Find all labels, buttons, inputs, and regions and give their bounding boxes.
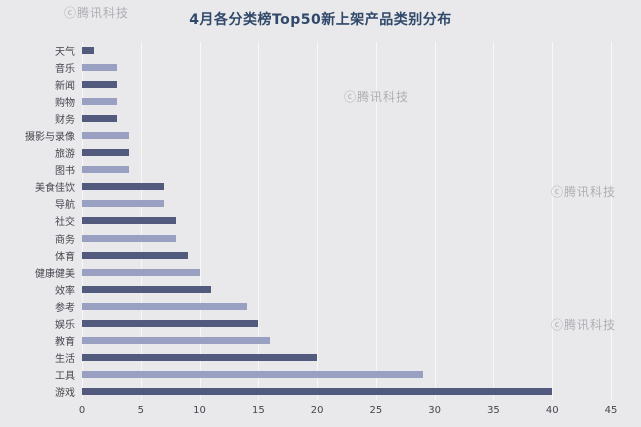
gridline: [552, 42, 554, 400]
x-axis: 0 5 10 15 20 25 30 35 40 45: [78, 400, 618, 422]
gridline: [258, 42, 260, 400]
x-tick-label: 0: [78, 405, 86, 416]
bar-row: [82, 298, 611, 315]
gridline: [434, 42, 436, 400]
y-axis-label: 导航: [55, 200, 75, 212]
y-axis-label: 图书: [55, 166, 75, 178]
bar: [82, 353, 318, 361]
bar-row: [82, 366, 611, 383]
bar-row: [82, 93, 611, 110]
x-tick-label: 20: [310, 405, 324, 416]
y-axis-label: 天气: [55, 47, 75, 59]
gridline: [611, 42, 612, 400]
bar: [82, 81, 118, 89]
plot-area: 0 5 10 15 20 25 30 35 40 45: [79, 42, 617, 416]
y-axis-label: 新闻: [55, 81, 75, 93]
bar-row: [82, 144, 611, 161]
y-axis-label: 游戏: [55, 387, 75, 399]
y-axis-label: 效率: [55, 285, 75, 297]
bar: [82, 166, 130, 174]
y-axis-label: 商务: [55, 234, 75, 246]
y-axis-label: 体育: [55, 251, 75, 263]
bar-row: [82, 332, 611, 349]
watermark-tencent-tech: ⓒ腾讯科技: [64, 6, 130, 20]
bar: [82, 64, 118, 72]
gridline: [317, 42, 319, 400]
bar-row: [82, 230, 611, 247]
bar: [82, 132, 130, 140]
y-axis-label: 生活: [55, 353, 75, 365]
x-tick-label: 40: [545, 405, 559, 416]
x-tick-label: 25: [369, 405, 383, 416]
bars: [82, 42, 611, 400]
y-axis-label: 工具: [55, 370, 75, 382]
y-axis-label: 教育: [55, 336, 75, 348]
y-axis-label: 健康健美: [35, 268, 75, 280]
y-axis-label: 旅游: [55, 149, 75, 161]
bar: [82, 200, 165, 208]
y-axis-label: 娱乐: [55, 319, 75, 331]
bar-row: [82, 42, 611, 59]
chart-title: 4月各分类榜Top50新上架产品类别分布: [189, 12, 452, 28]
bar-row: [82, 127, 611, 144]
bar-row: [82, 315, 611, 332]
bar-row: [82, 281, 611, 298]
chart-body: 天气音乐新闻购物财务摄影与录像旅游图书美食佳饮导航社交商务体育健康健美效率参考娱…: [8, 42, 617, 416]
y-axis-label: 财务: [55, 115, 75, 127]
x-tick-label: 45: [604, 405, 618, 416]
y-axis-label: 社交: [55, 217, 75, 229]
watermark-tencent-tech: ⓒ腾讯科技: [344, 90, 410, 104]
watermark-tencent-tech: ⓒ腾讯科技: [551, 185, 617, 199]
y-axis: 天气音乐新闻购物财务摄影与录像旅游图书美食佳饮导航社交商务体育健康健美效率参考娱…: [8, 42, 82, 400]
x-tick-label: 10: [193, 405, 206, 416]
x-tick-label: 35: [487, 405, 500, 416]
bar: [82, 183, 165, 191]
bar: [82, 268, 200, 276]
bar: [82, 115, 118, 123]
bar-row: [82, 264, 611, 281]
bar-row: [82, 247, 611, 264]
bar: [82, 285, 212, 293]
bar: [82, 217, 177, 225]
bar-row: [82, 110, 611, 127]
watermark-tencent-tech: ⓒ腾讯科技: [551, 318, 617, 332]
bar-row: [82, 59, 611, 76]
bar-row: [82, 76, 611, 93]
bar-row: [82, 349, 611, 366]
bar: [82, 302, 247, 310]
bar: [82, 319, 259, 327]
bar-row: [82, 161, 611, 178]
bar-row: [82, 212, 611, 229]
bar: [82, 47, 94, 55]
bar: [82, 387, 553, 395]
y-axis-label: 音乐: [55, 64, 75, 76]
bar: [82, 336, 271, 344]
bar: [82, 234, 177, 242]
gridline: [199, 42, 201, 400]
bar-row: [82, 178, 611, 195]
x-tick-label: 15: [251, 405, 265, 416]
y-axis-label: 摄影与录像: [25, 132, 75, 144]
bar-row: [82, 383, 611, 400]
bar-row: [82, 195, 611, 212]
y-axis-label: 购物: [55, 98, 75, 110]
x-tick-label: 30: [428, 405, 442, 416]
gridline: [375, 42, 377, 400]
y-axis-label: 参考: [55, 302, 75, 314]
gridline: [493, 42, 495, 400]
bar: [82, 98, 118, 106]
bar: [82, 149, 130, 157]
bar: [82, 370, 423, 378]
bar: [82, 251, 188, 259]
x-tick-label: 5: [137, 405, 144, 416]
y-axis-label: 美食佳饮: [35, 183, 75, 195]
